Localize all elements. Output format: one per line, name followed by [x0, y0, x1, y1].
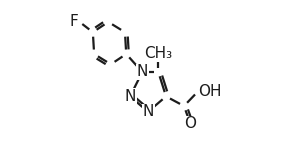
Text: F: F: [70, 14, 79, 29]
Text: O: O: [184, 116, 197, 131]
Text: N: N: [136, 65, 148, 79]
Text: OH: OH: [198, 84, 222, 99]
Text: N: N: [124, 89, 136, 104]
Text: N: N: [142, 104, 154, 119]
Text: CH₃: CH₃: [144, 46, 172, 61]
